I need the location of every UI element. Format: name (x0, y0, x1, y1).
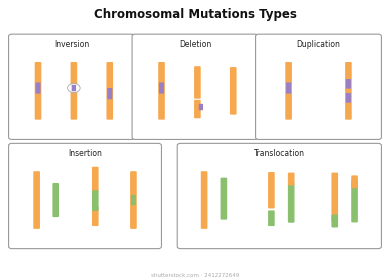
Text: Deletion: Deletion (179, 40, 211, 49)
Text: Inversion: Inversion (54, 40, 89, 49)
Text: Chromosomal Mutations Types: Chromosomal Mutations Types (94, 8, 296, 21)
Text: Duplication: Duplication (296, 40, 340, 49)
Text: shutterstock.com · 2412272649: shutterstock.com · 2412272649 (151, 273, 239, 278)
Text: Translocation: Translocation (254, 149, 305, 158)
Text: Insertion: Insertion (68, 149, 102, 158)
